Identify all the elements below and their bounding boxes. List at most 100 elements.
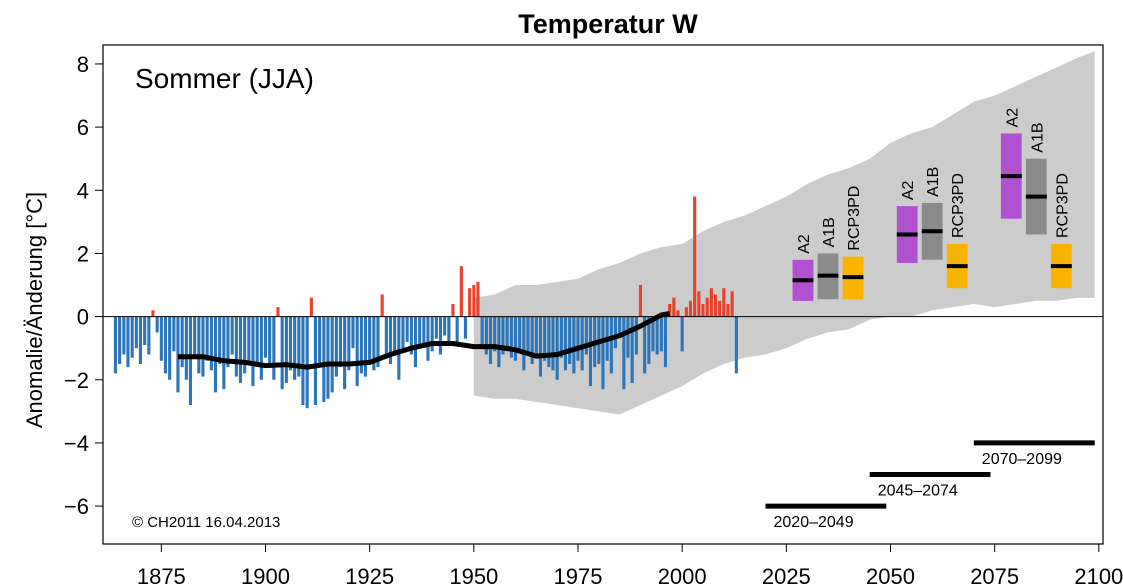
observation-bar — [434, 316, 438, 339]
observation-bar — [484, 316, 488, 355]
scenario-label: A1B — [821, 217, 838, 247]
scenario-label: A2 — [1004, 108, 1021, 128]
observation-bar — [113, 316, 118, 374]
x-tick-label: 1950 — [449, 564, 498, 588]
x-tick-label: 2025 — [762, 564, 811, 588]
observation-bar — [622, 316, 626, 390]
observation-bar — [405, 316, 409, 342]
observation-bar — [547, 316, 551, 368]
observation-bar — [338, 316, 343, 368]
y-axis: −6 −4 −2 0 2 4 6 8 — [64, 52, 103, 519]
observation-bar — [276, 307, 280, 317]
observation-bar — [543, 316, 547, 361]
observation-bar — [643, 316, 647, 374]
observation-bar — [688, 300, 693, 317]
observation-bar — [268, 316, 272, 364]
observation-bar — [155, 316, 159, 333]
observation-bar — [347, 316, 351, 371]
observation-bar — [651, 316, 655, 352]
observation-bar — [568, 316, 572, 364]
observation-bar — [218, 316, 222, 364]
observation-bar — [555, 316, 559, 380]
observation-bar — [676, 310, 680, 317]
y-tick-label: 0 — [77, 305, 89, 330]
observation-bar — [497, 316, 501, 368]
observation-bar — [418, 316, 422, 349]
observation-bar — [247, 316, 251, 361]
observation-bar — [472, 285, 476, 317]
observation-bar — [730, 291, 734, 317]
observation-bar — [201, 316, 205, 377]
observation-bar — [284, 316, 288, 383]
observation-bar — [734, 316, 738, 374]
observation-bar — [368, 316, 372, 361]
observation-bar — [726, 304, 730, 317]
observation-bar — [518, 316, 522, 352]
observation-bar — [122, 316, 126, 355]
chart-title: Temperatur W — [518, 9, 698, 39]
observation-bar — [668, 304, 672, 317]
observation-bar — [326, 316, 330, 399]
scenario-label: RCP3PD — [846, 186, 863, 251]
observation-bar — [168, 316, 172, 380]
observation-bar — [438, 316, 443, 355]
observation-bar — [297, 316, 301, 377]
observation-bar — [422, 316, 426, 345]
scenario-label: A1B — [1029, 122, 1046, 152]
observation-bar — [363, 316, 368, 377]
observation-bar — [709, 288, 713, 317]
observation-bar — [176, 316, 180, 393]
observation-bar — [313, 316, 318, 405]
observation-bar — [188, 316, 193, 405]
scenario-label: A2 — [796, 234, 813, 254]
observation-bar — [309, 297, 313, 317]
observation-bar — [163, 316, 168, 374]
observation-bar — [180, 316, 184, 368]
x-tick-label: 1975 — [554, 564, 603, 588]
observation-bar — [172, 316, 176, 352]
x-tick-label: 2000 — [658, 564, 707, 588]
observation-bar — [197, 316, 201, 374]
y-tick-label: 2 — [77, 241, 89, 266]
observation-bar — [359, 316, 363, 374]
smoothed-mean-line — [178, 310, 671, 370]
observation-bar — [138, 316, 143, 364]
observation-bar — [213, 316, 218, 393]
observation-bar — [601, 316, 605, 390]
observation-bar — [209, 316, 213, 371]
season-label: Sommer (JJA) — [135, 63, 314, 94]
observation-bar — [397, 316, 401, 380]
x-tick-label: 2100 — [1074, 564, 1123, 588]
observation-bar — [238, 316, 243, 383]
observation-bar — [226, 316, 230, 368]
observation-bar — [722, 288, 726, 317]
observation-bar — [380, 294, 384, 317]
observation-bar — [522, 316, 526, 371]
observation-bar — [463, 316, 468, 339]
x-tick-label: 1900 — [241, 564, 290, 588]
observation-bar — [234, 316, 238, 377]
y-tick-label: −6 — [64, 494, 89, 519]
observation-bar — [576, 316, 580, 361]
observation-bar — [305, 316, 309, 409]
observation-bar — [184, 316, 188, 380]
observation-bar — [509, 316, 513, 358]
observation-bar — [693, 196, 697, 317]
observation-bar — [476, 281, 480, 317]
observation-bar — [130, 316, 134, 358]
y-tick-label: −4 — [64, 431, 89, 456]
period-layer: 2020–2049 2045–2074 2070–2099 — [765, 440, 1095, 531]
observation-bar — [580, 316, 584, 371]
observation-bar — [255, 316, 259, 368]
scenario-label: RCP3PD — [1054, 173, 1071, 238]
observation-bar — [401, 316, 405, 349]
observation-bar — [443, 316, 447, 336]
observation-bar — [143, 316, 147, 345]
observation-bar — [718, 300, 722, 317]
observation-bar — [493, 316, 497, 352]
observation-bar — [672, 297, 676, 317]
observation-bar — [151, 310, 155, 317]
plot-area: A2 A1B RCP3PD A2 A1B RCP3PD A2 A1B RCP3PD 2020–2… — [103, 51, 1103, 531]
observation-bar — [413, 316, 418, 368]
